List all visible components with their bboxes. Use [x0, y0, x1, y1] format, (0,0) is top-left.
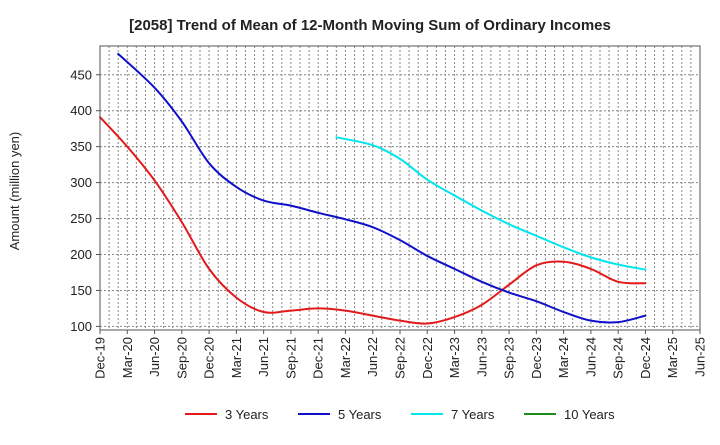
- data-point-7-years: [371, 144, 374, 147]
- x-tick-label: Mar-25: [665, 337, 680, 378]
- x-tick-label: Jun-24: [583, 337, 598, 377]
- series-line-7-years: [335, 136, 647, 271]
- data-point-3-years: [453, 316, 456, 319]
- x-tick-label: Sep-21: [283, 337, 298, 379]
- data-point-3-years: [617, 280, 620, 283]
- x-tick-label: Dec-20: [202, 337, 217, 379]
- legend-label-7-years: 7 Years: [451, 407, 495, 422]
- data-point-5-years: [589, 319, 592, 322]
- data-point-7-years: [426, 178, 429, 181]
- data-point-5-years: [117, 52, 120, 55]
- data-point-5-years: [180, 120, 183, 123]
- grid-layer: [100, 46, 700, 330]
- legend-label-10-years: 10 Years: [564, 407, 615, 422]
- y-axis-ticks: 100 150 200 250 300 350 400 450: [70, 67, 100, 334]
- data-point-7-years: [617, 263, 620, 266]
- data-point-5-years: [344, 218, 347, 221]
- data-point-5-years: [235, 185, 238, 188]
- data-point-3-years: [426, 322, 429, 325]
- x-tick-label: Jun-23: [474, 337, 489, 377]
- data-point-3-years: [153, 179, 156, 182]
- x-tick-label: Mar-23: [447, 337, 462, 378]
- data-point-3-years: [399, 319, 402, 322]
- x-tick-label: Jun-22: [365, 337, 380, 377]
- data-point-5-years: [317, 211, 320, 214]
- data-point-3-years: [289, 309, 292, 312]
- y-tick-label: 350: [70, 139, 92, 154]
- x-tick-label: Mar-20: [120, 337, 135, 378]
- data-point-5-years: [535, 300, 538, 303]
- data-point-3-years: [644, 282, 647, 285]
- x-tick-label: Sep-24: [611, 337, 626, 379]
- legend: 3 Years 5 Years 7 Years 10 Years: [185, 407, 615, 422]
- y-tick-label: 100: [70, 319, 92, 334]
- y-tick-label: 200: [70, 247, 92, 262]
- x-tick-label: Sep-23: [502, 337, 517, 379]
- data-point-3-years: [589, 267, 592, 270]
- data-point-3-years: [235, 296, 238, 299]
- data-point-3-years: [508, 283, 511, 286]
- legend-label-3-years: 3 Years: [225, 407, 269, 422]
- x-tick-label: Jun-21: [256, 337, 271, 377]
- y-tick-label: 300: [70, 175, 92, 190]
- y-tick-label: 400: [70, 103, 92, 118]
- data-point-7-years: [535, 234, 538, 237]
- data-point-5-years: [480, 280, 483, 283]
- data-point-5-years: [262, 199, 265, 202]
- series-layer: [99, 52, 647, 325]
- data-point-7-years: [480, 209, 483, 212]
- x-tick-label: Dec-21: [311, 337, 326, 379]
- x-tick-label: Jun-20: [147, 337, 162, 377]
- data-point-3-years: [208, 267, 211, 270]
- y-tick-label: 450: [70, 67, 92, 82]
- data-point-5-years: [208, 162, 211, 165]
- data-point-5-years: [289, 204, 292, 207]
- x-tick-label: Mar-24: [556, 337, 571, 378]
- data-point-3-years: [480, 303, 483, 306]
- data-point-3-years: [371, 314, 374, 317]
- data-point-3-years: [180, 221, 183, 224]
- data-point-5-years: [426, 254, 429, 257]
- series-line-3-years: [99, 116, 647, 325]
- data-point-7-years: [562, 246, 565, 249]
- x-tick-label: Dec-23: [529, 337, 544, 379]
- x-tick-label: Mar-22: [338, 337, 353, 378]
- x-tick-label: Mar-21: [229, 337, 244, 378]
- data-point-3-years: [317, 307, 320, 310]
- chart-title: [2058] Trend of Mean of 12-Month Moving …: [129, 17, 611, 34]
- x-tick-label: Dec-22: [420, 337, 435, 379]
- series-line-5-years: [117, 52, 647, 324]
- data-point-5-years: [399, 239, 402, 242]
- data-point-5-years: [508, 291, 511, 294]
- data-point-3-years: [535, 264, 538, 267]
- data-point-3-years: [126, 145, 129, 148]
- legend-label-5-years: 5 Years: [338, 407, 382, 422]
- y-axis-label: Amount (million yen): [7, 132, 22, 251]
- data-point-7-years: [399, 157, 402, 160]
- data-point-3-years: [344, 309, 347, 312]
- data-point-7-years: [644, 268, 647, 271]
- data-point-5-years: [617, 321, 620, 324]
- data-point-3-years: [562, 260, 565, 263]
- data-point-7-years: [589, 256, 592, 259]
- x-axis-ticks: Dec-19 Mar-20 Jun-20 Sep-20 Dec-20 Mar-21 Jun-…: [93, 330, 708, 379]
- data-point-7-years: [335, 136, 338, 139]
- data-point-7-years: [453, 194, 456, 197]
- y-tick-label: 250: [70, 211, 92, 226]
- data-point-5-years: [562, 311, 565, 314]
- y-tick-label: 150: [70, 283, 92, 298]
- x-tick-label: Sep-22: [393, 337, 408, 379]
- x-tick-label: Dec-24: [638, 337, 653, 379]
- data-point-3-years: [262, 311, 265, 314]
- data-point-5-years: [453, 267, 456, 270]
- x-tick-label: Dec-19: [93, 337, 108, 379]
- x-tick-label: Sep-20: [174, 337, 189, 379]
- data-point-5-years: [644, 314, 647, 317]
- data-point-5-years: [153, 86, 156, 89]
- data-point-5-years: [371, 226, 374, 229]
- data-point-7-years: [508, 223, 511, 226]
- x-tick-label: Jun-25: [693, 337, 708, 377]
